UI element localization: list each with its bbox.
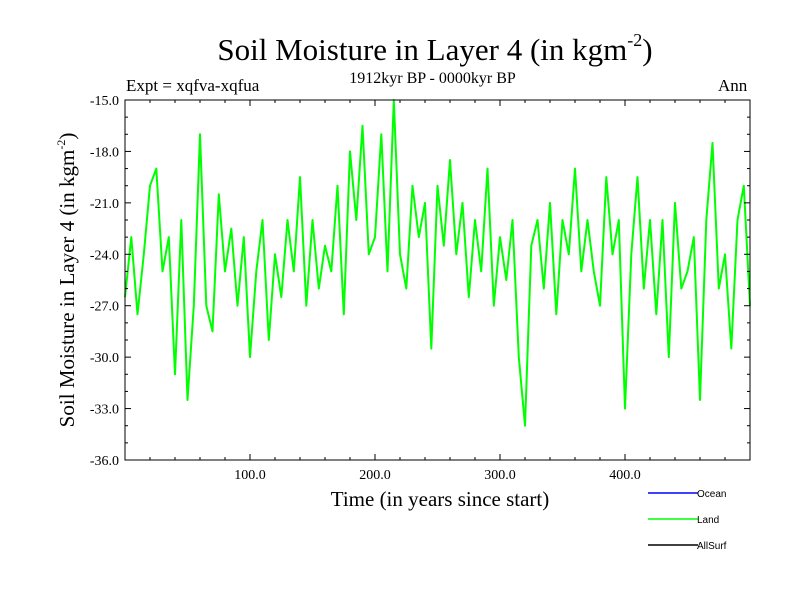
x-tick-label: 300.0 [484, 468, 516, 483]
legend-label-allsurf: AllSurf [697, 541, 727, 552]
y-tick-label: -27.0 [90, 300, 119, 315]
series-line-land [124, 99, 751, 427]
x-tick-label: 400.0 [609, 468, 641, 483]
legend-label-ocean: Ocean [697, 489, 726, 500]
y-tick-label: -36.0 [90, 454, 119, 469]
y-tick-label: -18.0 [90, 145, 119, 160]
plot-frame [124, 99, 751, 461]
period-label: 1912kyr BP - 0000kyr BP [349, 70, 516, 87]
y-tick-label: -15.0 [90, 94, 119, 109]
experiment-label: Expt = xqfva-xqfua [126, 76, 260, 95]
y-tick-label: -24.0 [90, 248, 119, 263]
legend-label-land: Land [697, 515, 719, 526]
x-tick-label: 200.0 [359, 468, 391, 483]
season-label: Ann [718, 76, 748, 95]
x-axis-label: Time (in years since start) [330, 487, 550, 511]
chart-title: Soil Moisture in Layer 4 (in kgm-2) [217, 30, 653, 67]
y-tick-label: -21.0 [90, 197, 119, 212]
x-tick-label: 100.0 [234, 468, 266, 483]
y-tick-label: -33.0 [90, 403, 119, 418]
y-tick-label: -30.0 [90, 351, 119, 366]
